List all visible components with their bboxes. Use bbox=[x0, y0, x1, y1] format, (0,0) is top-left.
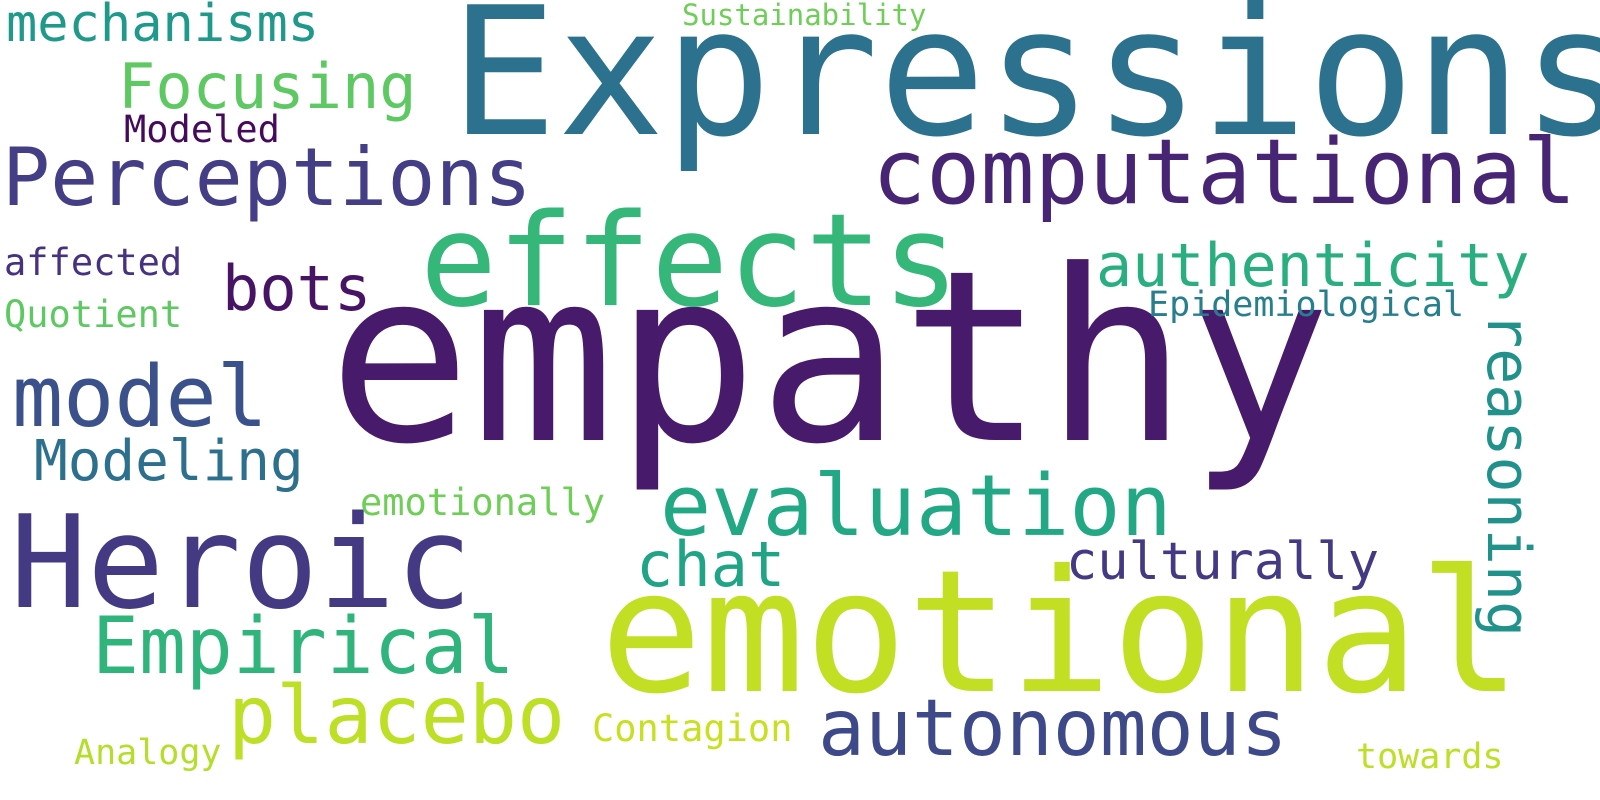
word-culturally: culturally bbox=[1066, 532, 1380, 592]
word-epidemiological: Epidemiological bbox=[1148, 285, 1465, 325]
word-contagion: Contagion bbox=[592, 707, 793, 750]
word-emotional: emotional bbox=[600, 534, 1522, 732]
word-computational: computational bbox=[872, 120, 1577, 225]
word-mechanisms: mechanisms bbox=[6, 0, 320, 54]
word-affected: affected bbox=[4, 241, 183, 284]
word-empirical: Empirical bbox=[92, 602, 515, 692]
word-empathy: empathy bbox=[328, 220, 1332, 497]
word-reasoning: reasoning bbox=[1473, 312, 1543, 638]
word-bots: bots bbox=[222, 252, 372, 325]
word-chat: chat bbox=[636, 528, 786, 601]
word-authenticity: authenticity bbox=[1096, 231, 1530, 301]
word-expressions: Expressions bbox=[450, 0, 1600, 176]
word-heroic: Heroic bbox=[10, 489, 473, 638]
word-perceptions: Perceptions bbox=[2, 131, 532, 224]
word-sustainability: Sustainability bbox=[682, 0, 927, 32]
word-modeled: Modeled bbox=[124, 108, 280, 151]
word-evaluation: evaluation bbox=[660, 457, 1172, 556]
word-modeling: Modeling bbox=[34, 429, 304, 494]
word-analogy: Analogy bbox=[74, 733, 222, 773]
word-model: model bbox=[12, 348, 268, 447]
word-towards: towards bbox=[1356, 737, 1504, 777]
word-effects: effects bbox=[420, 187, 960, 336]
word-emotionally: emotionally bbox=[360, 481, 606, 524]
word-focusing: Focusing bbox=[118, 50, 417, 123]
word-placebo: placebo bbox=[228, 669, 566, 762]
word-quotient: Quotient bbox=[4, 293, 183, 336]
word-autonomous: autonomous bbox=[818, 684, 1288, 774]
